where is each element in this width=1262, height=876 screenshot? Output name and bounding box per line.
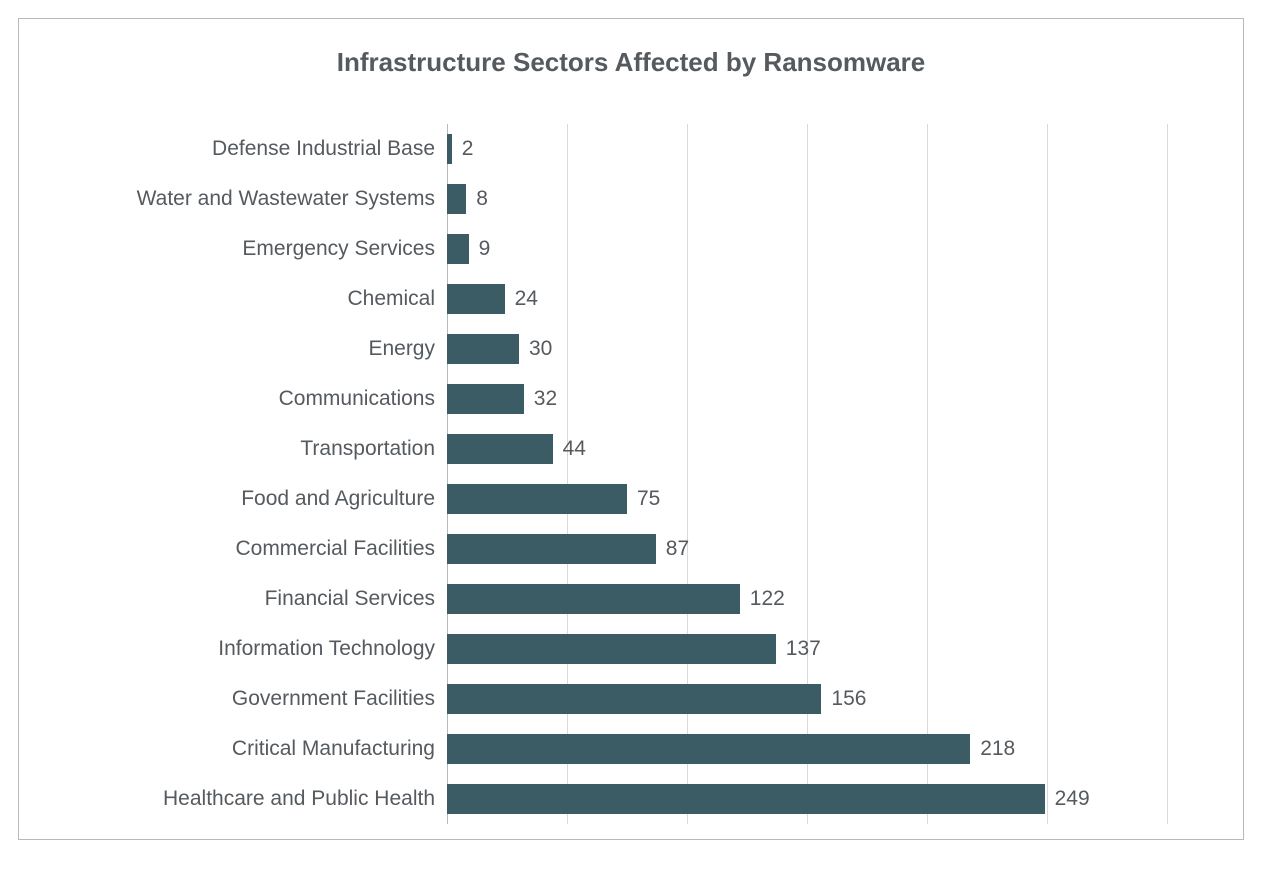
- bar: [447, 534, 656, 564]
- bar-value-label: 30: [519, 334, 552, 364]
- bar: [447, 784, 1045, 814]
- category-label: Information Technology: [19, 634, 435, 664]
- bar-value-label: 44: [553, 434, 586, 464]
- category-label: Food and Agriculture: [19, 484, 435, 514]
- bar: [447, 684, 821, 714]
- category-label: Healthcare and Public Health: [19, 784, 435, 814]
- bar-value-label: 9: [469, 234, 491, 264]
- bar: [447, 334, 519, 364]
- chart-title: Infrastructure Sectors Affected by Ranso…: [19, 47, 1243, 78]
- category-label: Emergency Services: [19, 234, 435, 264]
- plot-area: 2 8 9 24 30 32 44 75 87 122 137156 218 249: [447, 124, 1167, 824]
- bar: [447, 434, 553, 464]
- bar-value-label: 218: [970, 734, 1015, 764]
- bar-value-label: 2: [452, 134, 474, 164]
- bar-value-label: 137: [776, 634, 821, 664]
- category-label: Communications: [19, 384, 435, 414]
- category-label: Commercial Facilities: [19, 534, 435, 564]
- bar: [447, 734, 970, 764]
- gridline: [567, 124, 568, 824]
- category-label: Water and Wastewater Systems: [19, 184, 435, 214]
- bar: [447, 484, 627, 514]
- bar-value-label: 249: [1045, 784, 1090, 814]
- category-label: Financial Services: [19, 584, 435, 614]
- gridline: [687, 124, 688, 824]
- bar-value-label: 75: [627, 484, 660, 514]
- category-label: Government Facilities: [19, 684, 435, 714]
- bar: [447, 284, 505, 314]
- chart-frame: Infrastructure Sectors Affected by Ranso…: [18, 18, 1244, 840]
- gridline: [1167, 124, 1168, 824]
- category-label: Critical Manufacturing: [19, 734, 435, 764]
- category-label: Chemical: [19, 284, 435, 314]
- bar-value-label: 156: [821, 684, 866, 714]
- bar: [447, 584, 740, 614]
- category-label: Transportation: [19, 434, 435, 464]
- y-axis-line: [447, 124, 448, 824]
- bar-value-label: 87: [656, 534, 689, 564]
- bar-value-label: 122: [740, 584, 785, 614]
- category-label: Defense Industrial Base: [19, 134, 435, 164]
- category-label: Energy: [19, 334, 435, 364]
- gridline: [1047, 124, 1048, 824]
- bar-value-label: 32: [524, 384, 557, 414]
- gridline: [807, 124, 808, 824]
- bar: [447, 184, 466, 214]
- gridline: [927, 124, 928, 824]
- bar-value-label: 8: [466, 184, 488, 214]
- bar: [447, 384, 524, 414]
- bar: [447, 634, 776, 664]
- bar: [447, 234, 469, 264]
- bar-value-label: 24: [505, 284, 538, 314]
